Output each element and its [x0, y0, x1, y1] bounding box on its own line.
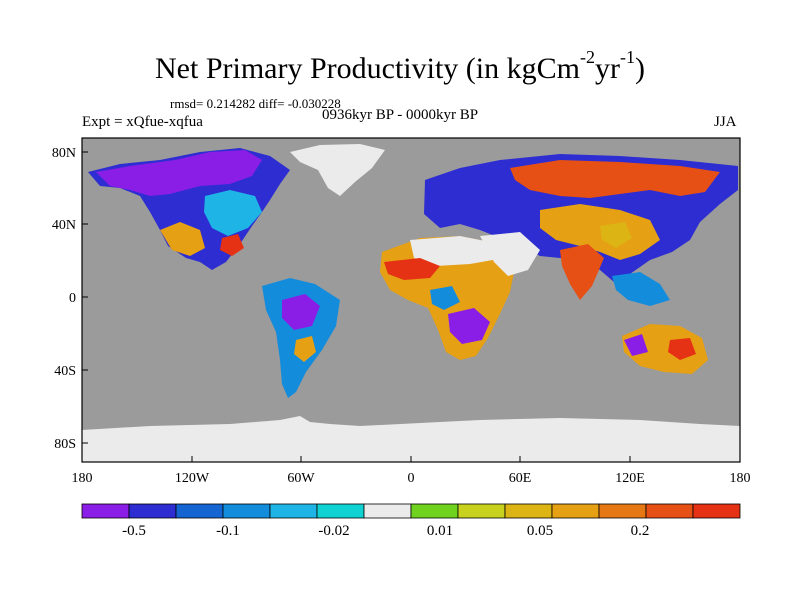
colorbar-swatch — [316, 503, 365, 519]
lat-tick-80n: 80N — [52, 146, 76, 161]
colorbar-swatch — [175, 503, 224, 519]
season-label: JJA — [714, 114, 737, 130]
colorbar-swatch — [128, 503, 177, 519]
eurasia-region-orange — [540, 204, 660, 260]
colorbar-labels: -0.5 -0.1 -0.02 0.01 0.05 0.2 — [122, 523, 649, 539]
lon-tick-60e: 60E — [509, 471, 532, 486]
lon-axis: 180 120W 60W 0 60E 120E 180 — [72, 456, 751, 486]
lon-tick-120w: 120W — [175, 471, 210, 486]
arabia-region — [480, 232, 540, 276]
lon-tick-180w: 180 — [72, 471, 93, 486]
lat-tick-0: 0 — [69, 291, 76, 306]
colorbar-label: 0.2 — [631, 523, 650, 539]
colorbar — [81, 503, 741, 519]
south-america-region-purple — [282, 294, 320, 330]
colorbar-swatch — [81, 503, 130, 519]
lat-tick-80s: 80S — [54, 437, 76, 452]
australia-landmass — [622, 324, 708, 374]
southeast-asia-landmass — [612, 272, 670, 306]
colorbar-swatch — [457, 503, 506, 519]
africa-region-blue — [430, 286, 460, 310]
antarctica-landmass — [82, 416, 740, 462]
colorbar-label: 0.05 — [527, 523, 553, 539]
experiment-label: Expt = xQfue-xqfua — [82, 114, 203, 130]
eurasia-region-red — [510, 160, 720, 198]
greenland-landmass — [290, 144, 385, 196]
colorbar-swatch — [504, 503, 553, 519]
period-label: 0936kyr BP - 0000kyr BP — [322, 107, 479, 123]
north-america-region-orange — [160, 222, 205, 256]
colorbar-swatch — [269, 503, 318, 519]
africa-region-red — [384, 258, 440, 280]
lat-tick-40n: 40N — [52, 218, 76, 233]
eurasia-region-yellow — [600, 222, 632, 248]
colorbar-swatch — [598, 503, 647, 519]
australia-region-purple — [624, 334, 648, 356]
north-america-region-purple — [96, 150, 262, 196]
chart-title: Net Primary Productivity (in kgCm-2yr-1) — [155, 47, 645, 85]
lon-tick-60w: 60W — [287, 471, 315, 486]
india-landmass — [560, 244, 604, 300]
australia-region-red — [668, 338, 696, 360]
map-plot — [82, 138, 740, 462]
south-america-landmass — [262, 278, 340, 398]
colorbar-label: -0.02 — [318, 523, 349, 539]
colorbar-swatch — [551, 503, 600, 519]
south-america-region-orange — [294, 336, 316, 362]
lon-tick-120e: 120E — [615, 471, 645, 486]
lon-tick-0: 0 — [408, 471, 415, 486]
colorbar-label: -0.1 — [216, 523, 240, 539]
lon-tick-180e: 180 — [730, 471, 751, 486]
stats-line: rmsd= 0.214282 diff= -0.030228 — [170, 96, 341, 111]
colorbar-label: 0.01 — [427, 523, 453, 539]
sahara-region — [410, 236, 504, 266]
colorbar-swatch — [363, 503, 412, 519]
north-america-region-red — [220, 234, 244, 256]
colorbar-swatch — [410, 503, 459, 519]
lat-tick-40s: 40S — [54, 364, 76, 379]
colorbar-swatch — [692, 503, 741, 519]
colorbar-swatch — [645, 503, 694, 519]
lat-axis: 80N 40N 0 40S 80S — [52, 146, 88, 452]
north-america-region-light — [204, 190, 262, 236]
colorbar-label: -0.5 — [122, 523, 146, 539]
africa-region-purple — [448, 308, 490, 344]
colorbar-swatch — [222, 503, 271, 519]
